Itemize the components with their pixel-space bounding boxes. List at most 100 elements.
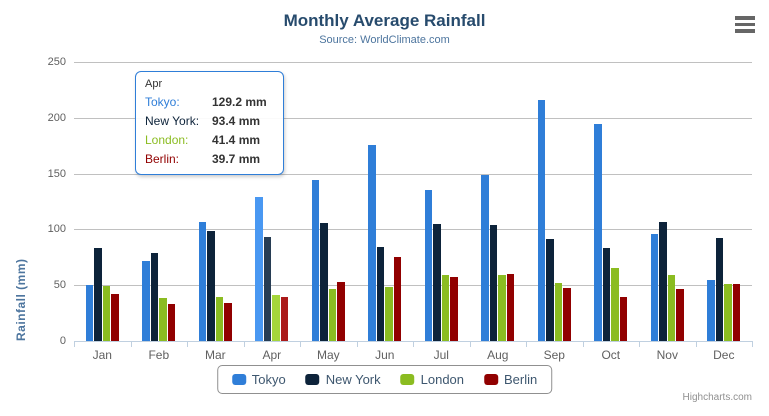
legend-item-london[interactable]: London — [400, 372, 465, 387]
legend-swatch-icon — [305, 374, 320, 385]
tooltip-row: London: 41.4 mm — [145, 131, 274, 150]
bar-new-york-jun[interactable] — [376, 246, 385, 341]
bar-new-york-dec[interactable] — [715, 238, 724, 341]
bar-berlin-feb[interactable] — [167, 303, 176, 341]
bar-new-york-sep[interactable] — [546, 239, 554, 341]
bar-berlin-dec[interactable] — [732, 284, 741, 341]
bar-tokyo-jun[interactable] — [368, 144, 376, 341]
bar-london-sep[interactable] — [554, 282, 563, 341]
bar-tokyo-oct[interactable] — [594, 124, 602, 341]
tooltip-value: 129.2 mm — [212, 95, 267, 109]
bar-berlin-jul[interactable] — [450, 276, 458, 341]
x-axis-label-may: May — [316, 348, 340, 362]
x-axis-tick — [526, 341, 527, 347]
bar-berlin-mar[interactable] — [224, 302, 232, 341]
tooltip-row: Berlin: 39.7 mm — [145, 150, 274, 169]
bar-london-jul[interactable] — [441, 275, 450, 341]
bar-tokyo-may[interactable] — [311, 180, 320, 341]
hamburger-menu-icon — [735, 16, 755, 33]
legend-swatch-icon — [231, 374, 246, 385]
bar-tokyo-nov[interactable] — [650, 234, 659, 341]
tooltip-row: Tokyo: 129.2 mm — [145, 93, 274, 112]
x-axis-tick — [695, 341, 697, 347]
y-axis-tick-label: 0 — [59, 335, 66, 347]
x-axis-tick — [752, 341, 753, 347]
y-axis-tick-label: 50 — [53, 279, 66, 292]
tooltip-value: 39.7 mm — [212, 152, 261, 166]
bar-london-jan[interactable] — [102, 286, 111, 341]
bar-london-nov[interactable] — [667, 274, 676, 341]
bar-tokyo-jan[interactable] — [85, 285, 94, 341]
x-axis-label-mar: Mar — [204, 348, 226, 362]
bar-new-york-oct[interactable] — [602, 247, 611, 341]
bar-berlin-jun[interactable] — [393, 256, 402, 341]
legend-item-tokyo[interactable]: Tokyo — [231, 372, 286, 387]
x-axis-label-jan: Jan — [92, 348, 112, 362]
bar-london-mar[interactable] — [215, 297, 224, 341]
bar-london-aug[interactable] — [498, 274, 506, 341]
bar-tokyo-mar[interactable] — [198, 222, 207, 341]
tooltip-rows: Tokyo: 129.2 mm New York: 93.4 mm London: 41.… — [145, 93, 274, 169]
bar-berlin-oct[interactable] — [619, 297, 628, 341]
legend: Tokyo New York London Berlin — [216, 365, 553, 394]
bar-new-york-jul[interactable] — [433, 223, 441, 341]
y-axis-tick-label: 200 — [47, 111, 66, 124]
tooltip-header: Apr — [145, 78, 163, 90]
x-axis-label-sep: Sep — [543, 348, 565, 362]
legend-swatch-icon — [400, 374, 415, 385]
bar-tokyo-apr[interactable] — [255, 196, 263, 341]
legend-swatch-icon — [484, 374, 499, 385]
y-axis-tick-label: 100 — [47, 223, 66, 236]
bar-london-dec[interactable] — [724, 283, 732, 341]
x-axis-label-dec: Dec — [713, 348, 735, 362]
bar-new-york-feb[interactable] — [150, 253, 159, 341]
tooltip-series-label: Berlin: — [145, 152, 180, 166]
bar-berlin-sep[interactable] — [563, 287, 571, 341]
x-axis-label-aug: Aug — [487, 348, 509, 362]
legend-label: London — [420, 372, 465, 387]
x-axis-tick — [582, 341, 584, 347]
x-axis-tick — [639, 341, 640, 347]
bar-new-york-jan[interactable] — [94, 247, 102, 341]
bar-tokyo-jul[interactable] — [424, 189, 433, 341]
bar-tokyo-sep[interactable] — [537, 99, 546, 341]
bar-new-york-may[interactable] — [320, 222, 328, 341]
bar-tokyo-feb[interactable] — [142, 261, 150, 341]
x-axis-tick — [300, 341, 301, 347]
legend-label: New York — [325, 372, 381, 387]
export-menu-button[interactable] — [733, 14, 757, 34]
x-axis-label-jun: Jun — [375, 348, 395, 362]
chart-subtitle: Source: WorldClimate.com — [319, 34, 450, 46]
y-gridline — [74, 229, 752, 231]
bar-tokyo-aug[interactable] — [481, 175, 489, 341]
legend-label: Tokyo — [251, 372, 286, 387]
bar-london-may[interactable] — [328, 288, 337, 341]
legend-label: Berlin — [504, 372, 538, 387]
bar-berlin-jan[interactable] — [111, 293, 119, 341]
bar-berlin-aug[interactable] — [506, 273, 515, 341]
y-gridline — [74, 285, 752, 287]
bar-berlin-may[interactable] — [337, 282, 345, 341]
bar-london-jun[interactable] — [385, 287, 393, 341]
bar-tokyo-dec[interactable] — [707, 280, 715, 341]
bar-berlin-nov[interactable] — [676, 288, 684, 341]
bar-new-york-nov[interactable] — [659, 222, 667, 341]
y-axis-title: Rainfall (mm) — [14, 258, 28, 341]
tooltip-value: 93.4 mm — [212, 114, 261, 128]
x-axis-tick — [356, 341, 358, 347]
bar-new-york-apr[interactable] — [263, 236, 272, 341]
legend-item-new-york[interactable]: New York — [305, 372, 381, 387]
bar-berlin-apr[interactable] — [280, 296, 289, 341]
x-axis-tick — [243, 341, 245, 347]
bar-new-york-mar[interactable] — [207, 231, 215, 341]
bar-london-apr[interactable] — [272, 294, 280, 341]
x-axis-tick — [187, 341, 188, 347]
bar-london-feb[interactable] — [159, 297, 167, 341]
legend-item-berlin[interactable]: Berlin — [484, 372, 537, 387]
bar-london-oct[interactable] — [611, 268, 619, 341]
y-gridline — [74, 62, 752, 63]
bar-new-york-aug[interactable] — [489, 224, 498, 341]
credits-link[interactable]: Highcharts.com — [682, 392, 752, 403]
tooltip-row: New York: 93.4 mm — [145, 112, 274, 131]
